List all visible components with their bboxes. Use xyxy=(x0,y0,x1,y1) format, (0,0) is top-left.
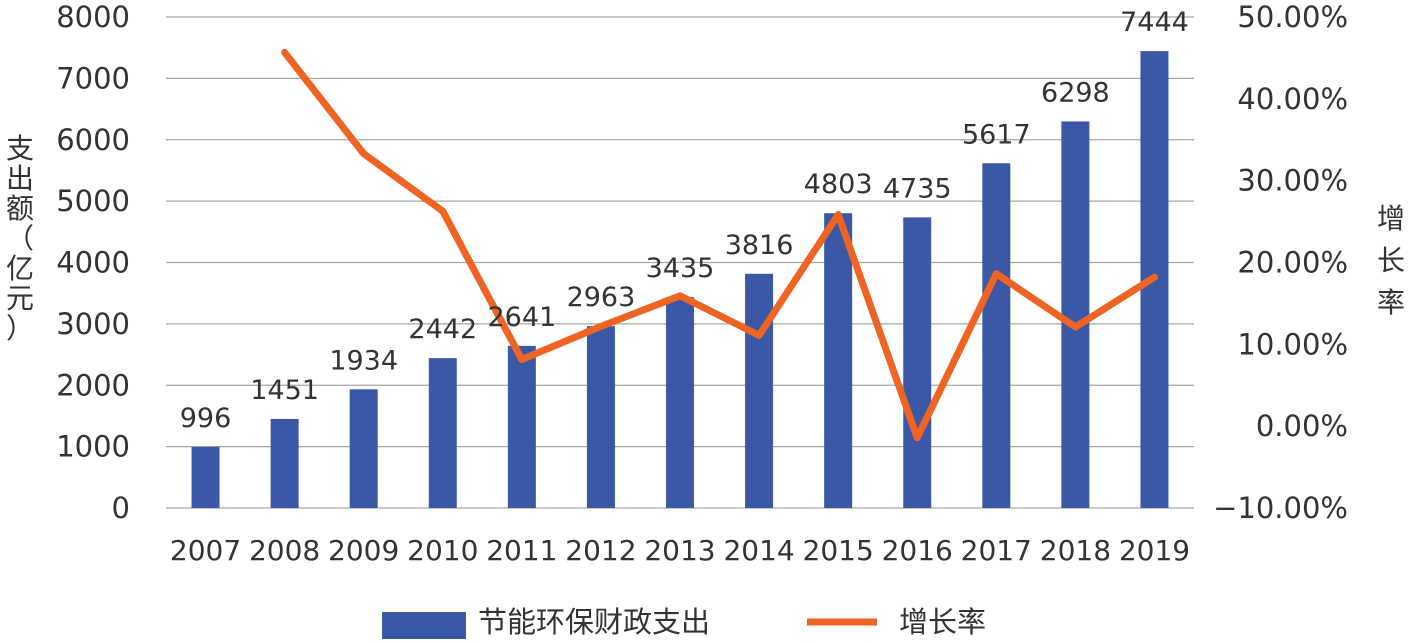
x-tick-label: 2018 xyxy=(1040,534,1111,567)
x-tick-label: 2016 xyxy=(882,534,953,567)
bar-value-label: 4803 xyxy=(804,169,873,200)
bar-value-label: 1451 xyxy=(250,375,319,406)
y-right-tick-label: 10.00% xyxy=(1237,327,1348,361)
y-left-title-char: 额 xyxy=(6,192,34,225)
y-right-tick-label: −10.00% xyxy=(1213,491,1348,525)
y-right-tick-label: 20.00% xyxy=(1237,246,1348,280)
bar-value-label: 1934 xyxy=(329,345,398,376)
bar xyxy=(428,358,457,508)
gridlines xyxy=(166,16,1194,509)
bar-value-label: 2641 xyxy=(487,302,556,333)
bar xyxy=(191,446,220,508)
axes: 0 1000 2000 3000 4000 5000 6000 7000 8000 −10.00%… xyxy=(6,0,1405,567)
bar xyxy=(349,389,378,508)
legend-line-label: 增长率 xyxy=(899,605,986,639)
x-tick-label: 2019 xyxy=(1119,534,1190,567)
y-right-tick-label: 30.00% xyxy=(1237,164,1348,198)
y-left-title-char: （ xyxy=(6,222,34,255)
y-left-tick-label: 8000 xyxy=(56,0,130,34)
y-left-tick-label: 6000 xyxy=(56,123,130,157)
y-right-tick-label: 40.00% xyxy=(1237,82,1348,116)
bar xyxy=(1061,121,1090,508)
y-right-tick-label: 0.00% xyxy=(1256,409,1348,443)
y-left-tick-label: 7000 xyxy=(56,61,130,95)
bar-value-label: 2963 xyxy=(567,282,636,313)
y-right-title-char: 增 xyxy=(1377,202,1405,235)
bar xyxy=(507,345,536,508)
y-left-tick-label: 2000 xyxy=(56,368,130,402)
legend: 节能环保财政支出 增长率 xyxy=(382,605,986,639)
bar-value-label: 3435 xyxy=(646,253,715,284)
x-tick-label: 2013 xyxy=(644,534,715,567)
bar-series xyxy=(191,51,1169,508)
x-tick-label: 2012 xyxy=(565,534,636,567)
line-series xyxy=(281,48,1158,442)
y-left-tick-label: 4000 xyxy=(56,246,130,280)
x-tick-label: 2009 xyxy=(328,534,399,567)
bar-value-label: 6298 xyxy=(1041,77,1110,108)
bar xyxy=(586,326,615,508)
bar-value-label: 3816 xyxy=(725,230,794,261)
bar-value-label: 5617 xyxy=(962,119,1031,150)
bar xyxy=(903,217,932,508)
y-left-title-char: 元 xyxy=(6,282,34,315)
y-left-tick-label: 0 xyxy=(112,491,130,525)
y-left-tick-label: 1000 xyxy=(56,430,130,464)
legend-bar-swatch xyxy=(382,612,466,639)
bar xyxy=(824,213,853,508)
x-tick-label: 2007 xyxy=(170,534,241,567)
x-tick-label: 2010 xyxy=(407,534,478,567)
x-tick-label: 2008 xyxy=(249,534,320,567)
y-left-tick-label: 3000 xyxy=(56,307,130,341)
bar xyxy=(745,273,774,508)
bar-value-label: 996 xyxy=(180,403,232,434)
y-left-title-char: 支 xyxy=(6,132,34,165)
x-tick-label: 2011 xyxy=(486,534,557,567)
y-left-tick-label: 5000 xyxy=(56,184,130,218)
bar-value-label: 4735 xyxy=(883,173,952,204)
y-right-title-char: 长 xyxy=(1377,244,1405,277)
bar-value-label: 2442 xyxy=(408,314,477,345)
y-left-title-char: 亿 xyxy=(6,252,34,285)
y-right-title-char: 率 xyxy=(1377,286,1405,319)
bar-value-label: 7444 xyxy=(1120,7,1189,38)
bar xyxy=(982,163,1011,508)
legend-bar-label: 节能环保财政支出 xyxy=(478,605,710,639)
bar xyxy=(270,418,299,508)
bar xyxy=(666,297,694,508)
x-tick-label: 2015 xyxy=(803,534,874,567)
y-right-tick-label: 50.00% xyxy=(1237,0,1348,34)
growth-rate-line xyxy=(281,48,1158,442)
y-left-title-char: 出 xyxy=(6,162,34,195)
y-left-title-char: ） xyxy=(6,312,34,345)
x-tick-label: 2014 xyxy=(723,534,794,567)
data-labels: 996 1451 1934 2442 2641 2963 3435 3816 4803 4735 5… xyxy=(180,7,1189,434)
x-tick-label: 2017 xyxy=(961,534,1032,567)
